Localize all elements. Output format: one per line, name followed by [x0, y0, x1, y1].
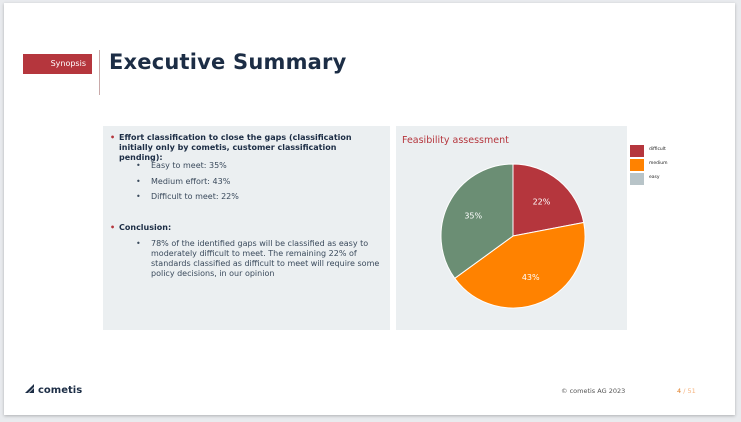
legend-swatch — [630, 173, 644, 185]
sub-bullet-difficult: • Difficult to meet: 22% — [136, 192, 239, 201]
chart-panel: Feasibility assessment 22% 43% 35% — [396, 126, 627, 330]
pie-slice-medium — [454, 221, 586, 309]
summary-panel: • Effort classification to close the gap… — [103, 126, 390, 330]
copyright-text: © cometis AG 2023 — [561, 387, 626, 395]
bullet-dot: • — [136, 192, 141, 201]
legend-swatch — [630, 159, 644, 171]
sub-bullet-easy: • Easy to meet: 35% — [136, 161, 227, 170]
sub-bullet-medium: • Medium effort: 43% — [136, 177, 231, 186]
pie-label-difficult: 22% — [533, 198, 551, 207]
legend-swatch — [630, 145, 644, 157]
company-logo: cometis — [25, 384, 82, 396]
sub-bullet-conclusion: • 78% of the identified gaps will be cla… — [136, 239, 380, 278]
bullet-effort: • Effort classification to close the gap… — [110, 133, 352, 162]
divider — [99, 50, 100, 95]
logo-mark-icon — [25, 384, 34, 396]
pie-label-easy: 35% — [464, 212, 482, 221]
pie-label-medium: 43% — [522, 273, 540, 282]
page-title: Executive Summary — [109, 50, 347, 74]
pie-chart: 22% 43% 35% — [440, 163, 586, 309]
bullet-dot: • — [136, 239, 141, 248]
bullet-dot: • — [110, 133, 116, 142]
bullet-dot: • — [136, 177, 141, 186]
bullet-conclusion: • Conclusion: — [110, 223, 172, 232]
pie-slice-easy — [440, 163, 514, 280]
pie-slice-difficult — [512, 163, 585, 237]
page-number: 4 / 51 — [677, 387, 696, 395]
section-tag: Synopsis — [23, 54, 92, 74]
slide: Synopsis Executive Summary • Effort clas… — [4, 3, 735, 415]
bullet-dot: • — [136, 161, 141, 170]
chart-title: Feasibility assessment — [402, 135, 509, 146]
bullet-dot: • — [110, 223, 116, 232]
